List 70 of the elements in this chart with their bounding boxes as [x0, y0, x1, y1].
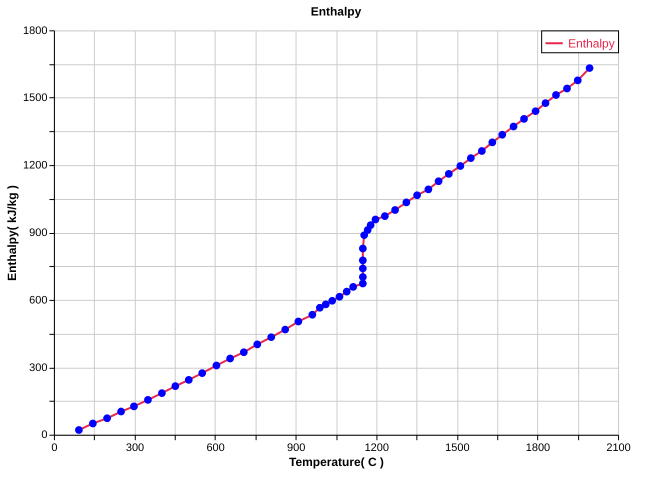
- y-tick-label: 1200: [23, 160, 48, 172]
- y-tick-label: 1800: [23, 24, 48, 37]
- point: [358, 244, 367, 252]
- point: [466, 154, 475, 162]
- x-tick-label: 2100: [606, 442, 631, 454]
- x-axis-title: Temperature( C ): [289, 455, 384, 470]
- point: [366, 221, 374, 229]
- point: [413, 191, 421, 200]
- y-tick-label: 900: [29, 227, 48, 239]
- chart-title: Enthalpy: [310, 4, 362, 18]
- point: [308, 310, 316, 319]
- point: [89, 420, 97, 428]
- point: [144, 396, 152, 404]
- point: [158, 389, 166, 397]
- x-tick-label: 1200: [364, 442, 389, 454]
- point: [358, 256, 367, 264]
- point: [520, 114, 528, 123]
- point: [358, 264, 367, 272]
- x-tick-label: 900: [287, 442, 306, 454]
- point: [349, 283, 358, 291]
- point: [103, 414, 111, 422]
- point: [253, 340, 262, 348]
- point: [75, 426, 83, 434]
- x-tick-label: 1800: [526, 442, 550, 454]
- point: [240, 348, 248, 356]
- y-tick-label: 600: [29, 294, 48, 306]
- point: [117, 408, 125, 416]
- y-axis-title: Enthalpy( kJ/kg ): [5, 185, 20, 281]
- x-tick-label: 300: [126, 442, 144, 454]
- y-tick-label: 0: [41, 429, 48, 442]
- point: [586, 64, 594, 72]
- point: [358, 280, 367, 288]
- y-tick-label: 300: [29, 362, 48, 374]
- point: [294, 318, 302, 326]
- point: [328, 296, 336, 305]
- point: [444, 170, 453, 178]
- point: [542, 99, 550, 107]
- point: [552, 91, 560, 99]
- point: [563, 84, 571, 92]
- point: [212, 362, 220, 370]
- point: [434, 177, 442, 186]
- point: [424, 186, 432, 194]
- point: [498, 130, 506, 139]
- point: [198, 369, 206, 377]
- point: [510, 122, 518, 130]
- point: [478, 147, 486, 155]
- x-tick-label: 600: [206, 442, 225, 454]
- point: [342, 288, 351, 296]
- point: [184, 376, 193, 384]
- point: [322, 300, 330, 308]
- point: [130, 402, 138, 410]
- point: [316, 304, 324, 312]
- point: [372, 216, 380, 224]
- point: [456, 162, 464, 170]
- point: [171, 382, 180, 390]
- point: [532, 107, 540, 116]
- point: [381, 212, 389, 220]
- x-tick-label: 1500: [445, 442, 470, 454]
- point: [281, 326, 290, 334]
- point: [226, 354, 234, 362]
- point: [391, 206, 399, 214]
- x-tick-label: 0: [51, 442, 58, 454]
- point: [336, 292, 344, 301]
- point: [267, 333, 276, 342]
- point: [402, 198, 410, 206]
- point: [358, 273, 367, 281]
- point: [574, 76, 582, 84]
- legend-label: Enthalpy: [568, 36, 615, 50]
- point: [488, 138, 496, 146]
- y-tick-label: 1500: [23, 92, 48, 104]
